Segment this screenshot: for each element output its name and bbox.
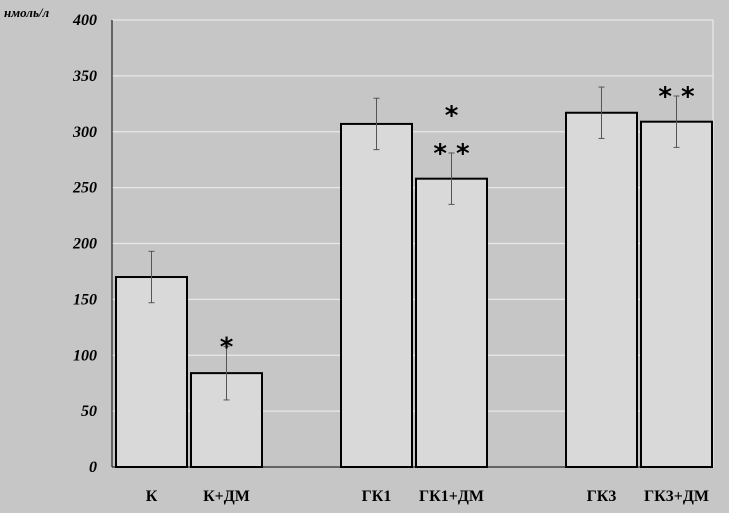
bar (640, 120, 713, 468)
bar (115, 276, 188, 468)
error-bars (148, 86, 680, 401)
significance-marker: * * (658, 82, 695, 112)
significance-markers: * * * * * * (220, 82, 695, 362)
y-tick-label: 0 (89, 459, 97, 476)
category-labels: К К+ДМ ГК1 ГК1+ДМ ГК3 ГК3+ДМ (146, 488, 709, 505)
category-label: ГК3+ДМ (644, 488, 709, 505)
y-axis-label: нмоль/л (4, 5, 50, 20)
y-tick-label: 350 (72, 68, 97, 85)
category-label: ГК3 (587, 488, 617, 505)
y-tick-label: 50 (81, 403, 97, 420)
category-label: К+ДМ (203, 488, 250, 505)
y-tick-label: 300 (72, 124, 97, 141)
bar (415, 177, 488, 468)
category-label: К (146, 488, 158, 505)
bar (565, 111, 638, 468)
y-tick-label: 400 (72, 12, 97, 29)
y-tick-label: 250 (72, 180, 97, 197)
category-label: ГК1 (362, 488, 392, 505)
significance-marker: * * (433, 139, 470, 169)
y-tick-label: 100 (73, 347, 97, 364)
y-tick-label: 200 (72, 236, 97, 253)
bars (115, 111, 713, 469)
significance-marker: * (445, 101, 459, 131)
y-tick-label: 150 (73, 291, 97, 308)
category-label: ГК1+ДМ (419, 488, 484, 505)
bar (190, 372, 263, 469)
significance-marker: * (220, 332, 234, 362)
bar (340, 122, 413, 469)
